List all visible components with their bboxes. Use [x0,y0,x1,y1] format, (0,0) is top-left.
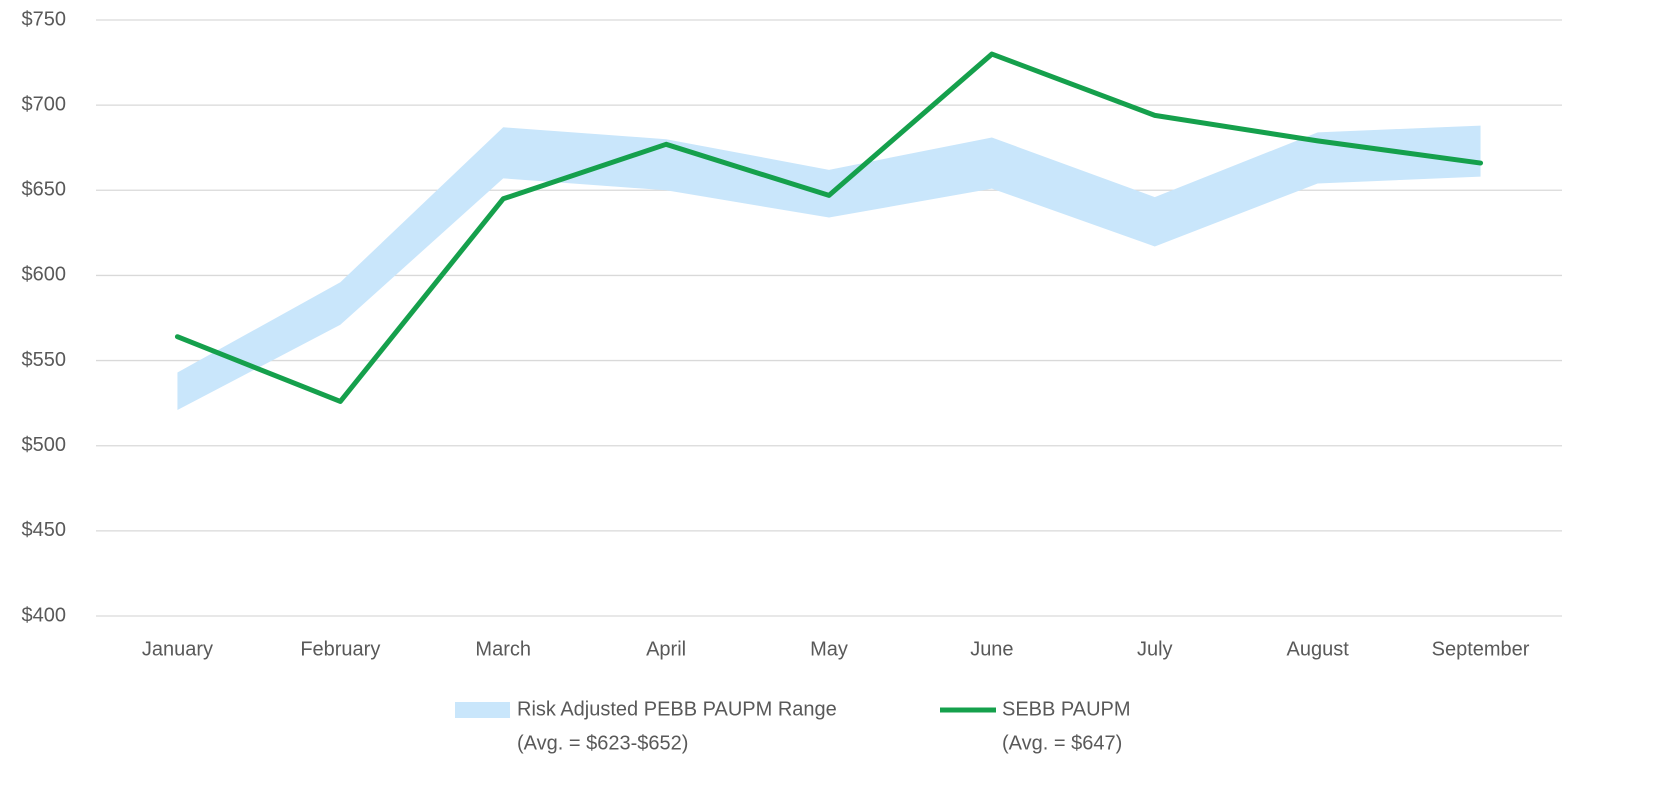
y-tick-label: $400 [22,604,67,626]
x-tick-label: July [1137,638,1173,660]
legend-label: Risk Adjusted PEBB PAUPM Range [517,698,837,720]
y-tick-label: $550 [22,349,67,371]
y-tick-label: $450 [22,519,67,541]
y-tick-label: $650 [22,179,67,201]
x-tick-label: May [810,638,848,660]
x-tick-label: April [646,638,686,660]
x-tick-label: June [970,638,1013,660]
range-band [177,125,1481,410]
y-tick-label: $500 [22,434,67,456]
legend-label: SEBB PAUPM [1002,698,1131,720]
x-tick-label: February [300,638,380,660]
legend-swatch [455,702,510,718]
y-tick-label: $750 [22,8,67,30]
y-tick-label: $600 [22,264,67,286]
x-tick-label: August [1287,638,1350,660]
x-tick-label: January [142,638,213,660]
legend-note: (Avg. = $647) [1002,732,1122,754]
x-tick-label: September [1432,638,1530,660]
y-tick-label: $700 [22,93,67,115]
line [174,51,1484,404]
legend-note: (Avg. = $623-$652) [517,732,688,754]
x-tick-label: March [475,638,531,660]
